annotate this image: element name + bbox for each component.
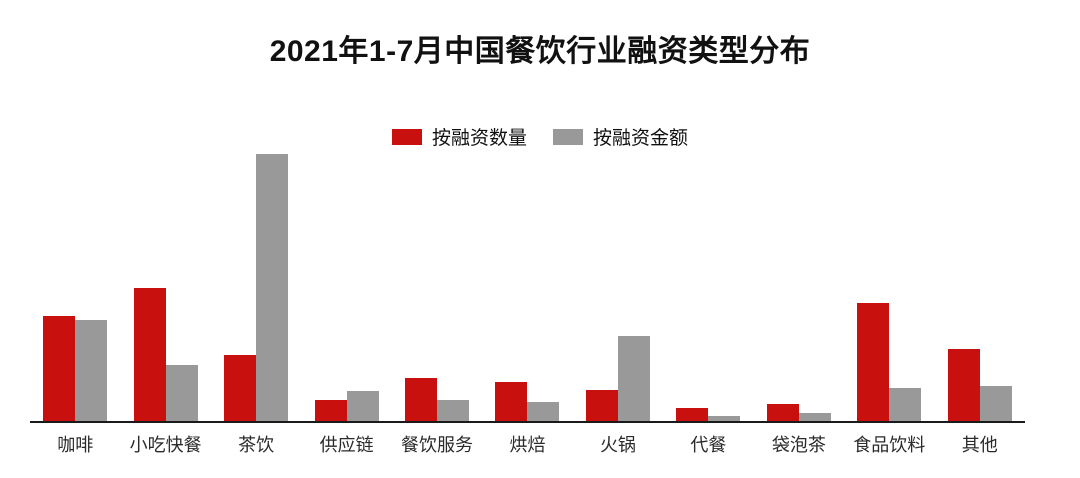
legend-swatch-red	[391, 128, 422, 145]
bar-financing-count	[766, 403, 799, 421]
bar-group	[573, 151, 663, 421]
x-axis-label: 火锅	[599, 435, 636, 455]
bar-group	[844, 151, 934, 421]
x-axis-label: 咖啡	[57, 435, 94, 455]
bar-financing-count	[314, 399, 347, 421]
bar-financing-count	[224, 355, 257, 421]
x-axis-label: 食品饮料	[853, 435, 926, 455]
plot-area	[30, 151, 1025, 423]
bar-group	[935, 151, 1025, 421]
x-axis-label: 烘焙	[509, 435, 546, 455]
bar-group	[392, 151, 482, 421]
bar-financing-amount	[889, 388, 922, 421]
bar-financing-amount	[527, 401, 560, 421]
x-axis-label: 袋泡茶	[771, 435, 826, 455]
x-axis-label: 小吃快餐	[129, 435, 202, 455]
x-axis-label: 餐饮服务	[401, 435, 474, 455]
bar-group	[482, 151, 572, 421]
legend: 按融资数量 按融资金额	[0, 123, 1080, 150]
x-axis-label: 茶饮	[238, 435, 275, 455]
bar-financing-amount	[346, 391, 379, 421]
x-axis-labels: 咖啡 小吃快餐 茶饮 供应链 餐饮服务 烘焙 火锅 代餐 袋泡茶 食品饮料 其他	[30, 431, 1025, 457]
bar-group	[663, 151, 753, 421]
bar-financing-amount	[708, 415, 741, 421]
bar-financing-amount	[979, 386, 1012, 421]
legend-item-financing-count: 按融资数量	[391, 123, 527, 150]
bar-financing-amount	[437, 399, 470, 421]
bar-financing-count	[133, 287, 166, 421]
bar-group	[301, 151, 391, 421]
bar-financing-amount	[75, 320, 108, 421]
bar-financing-amount	[165, 365, 198, 421]
bar-group	[120, 151, 210, 421]
bar-financing-count	[495, 382, 528, 421]
bar-group	[754, 151, 844, 421]
bar-financing-count	[947, 349, 980, 421]
bar-financing-count	[585, 390, 618, 421]
bar-financing-count	[43, 315, 76, 421]
bar-financing-count	[405, 378, 438, 421]
chart-title: 2021年1-7月中国餐饮行业融资类型分布	[269, 35, 811, 68]
legend-item-financing-amount: 按融资金额	[553, 123, 688, 150]
x-axis-label: 其他	[961, 435, 998, 455]
x-axis-label: 供应链	[319, 435, 374, 455]
bar-group	[30, 151, 120, 421]
legend-swatch-gray	[553, 128, 583, 145]
bar-financing-amount	[256, 154, 289, 421]
legend-label-financing-count: 按融资数量	[431, 128, 527, 149]
bar-financing-count	[857, 303, 890, 421]
bar-financing-count	[676, 407, 709, 421]
bar-group	[211, 151, 301, 421]
legend-label-financing-amount: 按融资金额	[593, 128, 689, 149]
x-axis-label: 代餐	[690, 435, 727, 455]
bar-financing-amount	[617, 336, 650, 421]
bar-financing-amount	[798, 413, 831, 421]
